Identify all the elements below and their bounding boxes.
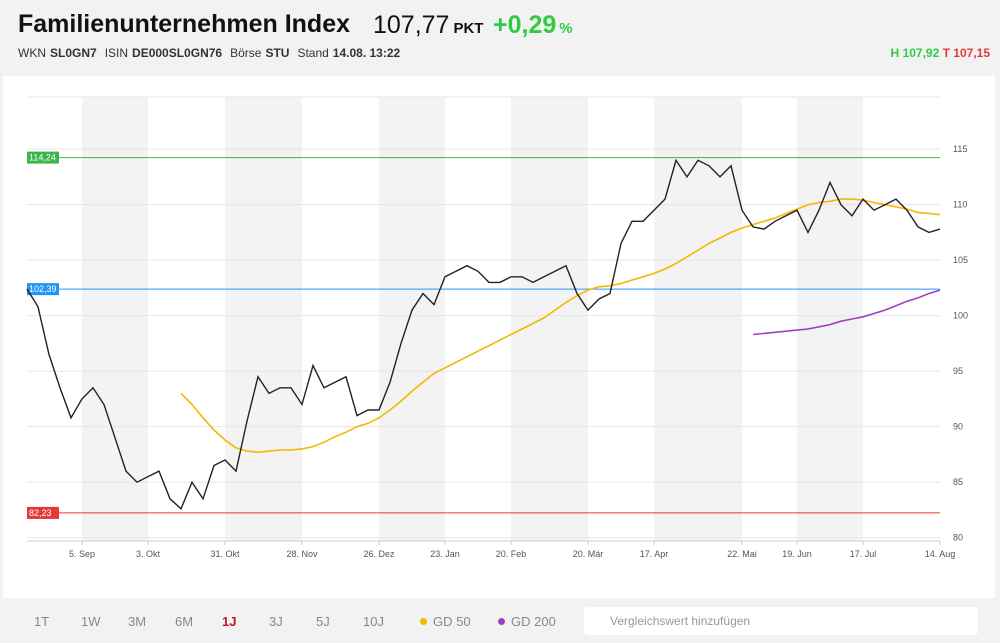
series-line	[180, 198, 941, 454]
month-band	[82, 97, 148, 541]
reference-label: 102,39	[29, 284, 57, 294]
x-tick-label: 28. Nov	[286, 549, 318, 559]
meta-label: Börse	[230, 46, 262, 60]
x-tick-label: 26. Dez	[363, 549, 395, 559]
month-band	[225, 97, 302, 541]
meta-label: ISIN	[104, 46, 129, 60]
legend-dot	[498, 618, 505, 625]
high-low: H 107,92 T 107,15	[891, 46, 990, 60]
change-unit: %	[559, 20, 573, 37]
y-tick-label: 85	[953, 477, 963, 487]
range-button[interactable]: 3J	[269, 614, 283, 629]
range-button[interactable]: 10J	[363, 614, 384, 629]
meta-value: DE000SL0GN76	[132, 46, 223, 60]
x-tick-label: 3. Okt	[136, 549, 161, 559]
meta-value: 14.08. 13:22	[332, 46, 401, 60]
range-button[interactable]: 3M	[128, 614, 147, 629]
x-tick-label: 20. Feb	[496, 549, 527, 559]
legend-label: GD 200	[511, 614, 556, 629]
reference-label: 82,23	[29, 508, 52, 518]
meta-label: Stand	[297, 46, 329, 60]
chart: 80 85 90 95 100 105 110 115 5. Sep 3. Okt 31. Okt 2…	[26, 96, 968, 559]
title: Familienunternehmen Index	[18, 10, 351, 38]
y-tick-label: 80	[953, 533, 963, 543]
x-tick-label: 17. Apr	[640, 549, 669, 559]
y-tick-label: 95	[953, 366, 963, 376]
y-tick-label: 110	[953, 200, 967, 210]
compare-search[interactable]: Vergleichswert hinzufügen	[584, 607, 978, 635]
month-band	[379, 97, 445, 541]
range-button[interactable]: 6M	[175, 614, 194, 629]
legend-dot	[420, 618, 427, 625]
reference-label-bg	[27, 151, 59, 164]
month-band	[511, 97, 588, 541]
low-label: T	[942, 46, 950, 60]
legend-item[interactable]: GD 200	[498, 614, 556, 629]
range-button[interactable]: 1J	[222, 614, 237, 629]
y-tick-label: 105	[953, 255, 968, 265]
reference-label-bg	[27, 283, 59, 296]
price: 107,77 PKT	[373, 11, 483, 40]
month-band	[654, 97, 742, 541]
meta-value: STU	[265, 46, 290, 60]
series-line	[26, 158, 941, 510]
price-unit: PKT	[453, 20, 484, 37]
x-tick-label: 31. Okt	[210, 549, 240, 559]
reference-label-bg	[27, 506, 59, 519]
reference-label: 114,24	[29, 153, 56, 163]
change-value: +0,29	[493, 11, 557, 39]
high-label: H	[890, 46, 900, 60]
x-tick-label: 17. Jul	[850, 549, 877, 559]
range-button[interactable]: 1T	[34, 614, 50, 629]
y-tick-label: 90	[953, 422, 963, 432]
meta-value: SL0GN7	[50, 46, 97, 60]
x-tick-label: 19. Jun	[782, 549, 812, 559]
meta-label: WKN	[18, 46, 46, 60]
x-tick-label: 5. Sep	[69, 549, 95, 559]
x-tick-label: 20. Mär	[573, 549, 604, 559]
x-tick-label: 23. Jan	[430, 549, 460, 559]
y-tick-label: 100	[953, 311, 968, 321]
high: 107,92	[902, 46, 940, 60]
x-tick-label: 14. Aug	[925, 549, 956, 559]
range-button[interactable]: 5J	[316, 614, 330, 629]
low: 107,15	[953, 46, 990, 60]
header: Familienunternehmen Index 107,77 PKT +0,2…	[0, 0, 1000, 73]
x-tick-label: 22. Mai	[727, 549, 757, 559]
series-line	[752, 289, 941, 336]
y-tick-label: 115	[953, 144, 967, 154]
legend-label: GD 50	[433, 614, 471, 629]
legend-item[interactable]: GD 50	[420, 614, 471, 629]
chart-card: 80 85 90 95 100 105 110 115 5. Sep 3. Okt 31. Okt 2…	[3, 76, 995, 598]
change: +0,29%	[493, 11, 573, 40]
range-button[interactable]: 1W	[81, 614, 101, 629]
toolbar: Vergleichswert hinzufügen 1T 1W 3M 6M 1J 3J 5J…	[0, 598, 1000, 643]
price-value: 107,77	[373, 11, 450, 39]
meta: WKN SL0GN7 ISIN DE000SL0GN76 Börse STU Stand 14…	[18, 46, 408, 60]
